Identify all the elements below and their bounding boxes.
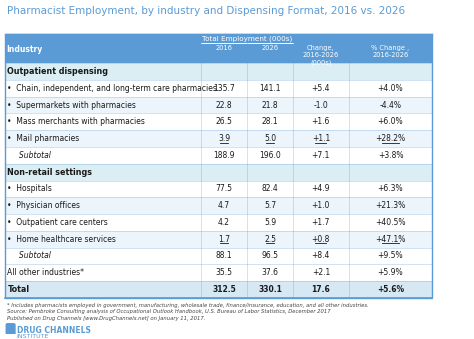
Text: •  Mail pharmacies: • Mail pharmacies <box>8 134 80 143</box>
Text: -1.0: -1.0 <box>313 101 328 109</box>
Text: +1.1: +1.1 <box>312 134 330 143</box>
Text: +47.1%: +47.1% <box>375 235 406 244</box>
Text: Source: Pembroke Consulting analysis of Occupational Outlook Handbook, U.S. Bure: Source: Pembroke Consulting analysis of … <box>8 309 331 314</box>
Text: 312.5: 312.5 <box>212 285 236 294</box>
Text: 330.1: 330.1 <box>258 285 282 294</box>
Text: +8.4: +8.4 <box>312 252 330 260</box>
Text: Change,
2016-2026
(000s): Change, 2016-2026 (000s) <box>303 45 339 66</box>
Text: 82.4: 82.4 <box>262 184 279 193</box>
Text: 21.8: 21.8 <box>262 101 278 109</box>
Text: 188.9: 188.9 <box>213 151 235 160</box>
Text: 135.7: 135.7 <box>213 84 235 93</box>
Text: 28.1: 28.1 <box>262 117 278 126</box>
Text: Subtotal: Subtotal <box>8 252 51 260</box>
Text: +4.9: +4.9 <box>311 184 330 193</box>
Text: +1.6: +1.6 <box>312 117 330 126</box>
Text: 141.1: 141.1 <box>259 84 281 93</box>
Text: •  Physician offices: • Physician offices <box>8 201 81 210</box>
Text: DRUG CHANNELS: DRUG CHANNELS <box>17 326 91 335</box>
Text: Pharmacist Employment, by industry and Dispensing Format, 2016 vs. 2026: Pharmacist Employment, by industry and D… <box>8 6 405 16</box>
Text: Total Employment (000s): Total Employment (000s) <box>202 36 292 42</box>
Text: 35.5: 35.5 <box>216 268 233 277</box>
FancyBboxPatch shape <box>5 80 432 97</box>
Text: 5.7: 5.7 <box>264 201 276 210</box>
Text: +9.5%: +9.5% <box>378 252 403 260</box>
Text: +6.3%: +6.3% <box>378 184 403 193</box>
Text: 5.9: 5.9 <box>264 218 276 227</box>
Text: +21.3%: +21.3% <box>375 201 406 210</box>
Text: +28.2%: +28.2% <box>375 134 406 143</box>
Text: •  Home healthcare services: • Home healthcare services <box>8 235 116 244</box>
Text: -4.4%: -4.4% <box>380 101 401 109</box>
FancyBboxPatch shape <box>5 130 432 147</box>
Text: % Change ,
2016-2026: % Change , 2016-2026 <box>372 45 410 58</box>
FancyBboxPatch shape <box>5 214 432 231</box>
Text: 22.8: 22.8 <box>216 101 232 109</box>
Text: +4.0%: +4.0% <box>378 84 403 93</box>
Text: +5.6%: +5.6% <box>377 285 404 294</box>
FancyBboxPatch shape <box>5 34 432 63</box>
Text: 37.6: 37.6 <box>262 268 279 277</box>
Text: 2016: 2016 <box>216 45 232 52</box>
Text: 196.0: 196.0 <box>259 151 281 160</box>
Text: INSTITUTE: INSTITUTE <box>17 334 49 339</box>
Text: 2026: 2026 <box>262 45 279 52</box>
Text: +7.1: +7.1 <box>312 151 330 160</box>
FancyBboxPatch shape <box>5 281 432 298</box>
Text: Outpatient dispensing: Outpatient dispensing <box>8 67 109 76</box>
Text: 77.5: 77.5 <box>216 184 233 193</box>
Text: Subtotal: Subtotal <box>8 151 51 160</box>
FancyBboxPatch shape <box>5 147 432 164</box>
FancyBboxPatch shape <box>5 114 432 130</box>
Text: •  Outpatient care centers: • Outpatient care centers <box>8 218 108 227</box>
Text: +5.9%: +5.9% <box>378 268 403 277</box>
FancyBboxPatch shape <box>5 164 432 180</box>
FancyBboxPatch shape <box>5 264 432 281</box>
FancyBboxPatch shape <box>5 97 432 114</box>
FancyBboxPatch shape <box>5 63 432 80</box>
Text: +2.1: +2.1 <box>312 268 330 277</box>
Text: Industry: Industry <box>7 45 43 54</box>
FancyBboxPatch shape <box>6 323 16 339</box>
FancyBboxPatch shape <box>5 197 432 214</box>
Text: Total: Total <box>8 285 29 294</box>
Text: 4.2: 4.2 <box>218 218 230 227</box>
Text: 96.5: 96.5 <box>262 252 279 260</box>
Text: Non-retail settings: Non-retail settings <box>8 167 92 177</box>
Text: •  Supermarkets with pharmacies: • Supermarkets with pharmacies <box>8 101 136 109</box>
Text: •  Mass merchants with pharmacies: • Mass merchants with pharmacies <box>8 117 145 126</box>
Text: 88.1: 88.1 <box>216 252 232 260</box>
FancyBboxPatch shape <box>5 247 432 264</box>
Text: +6.0%: +6.0% <box>378 117 403 126</box>
Text: * Includes pharmacists employed in government, manufacturing, wholesale trade, f: * Includes pharmacists employed in gover… <box>8 303 369 308</box>
FancyBboxPatch shape <box>5 180 432 197</box>
Text: 17.6: 17.6 <box>311 285 330 294</box>
Text: +1.0: +1.0 <box>312 201 330 210</box>
Text: Published on Drug Channels [www.DrugChannels.net] on January 11, 2017.: Published on Drug Channels [www.DrugChan… <box>8 316 206 321</box>
Text: +5.4: +5.4 <box>311 84 330 93</box>
Text: 26.5: 26.5 <box>216 117 232 126</box>
Text: 3.9: 3.9 <box>218 134 230 143</box>
Text: •  Hospitals: • Hospitals <box>8 184 52 193</box>
Text: 4.7: 4.7 <box>218 201 230 210</box>
Text: +3.8%: +3.8% <box>378 151 403 160</box>
FancyBboxPatch shape <box>5 231 432 247</box>
Text: 1.7: 1.7 <box>218 235 230 244</box>
Text: +1.7: +1.7 <box>312 218 330 227</box>
Text: +40.5%: +40.5% <box>375 218 406 227</box>
Text: 5.0: 5.0 <box>264 134 276 143</box>
Text: •  Chain, independent, and long-term care pharmacies: • Chain, independent, and long-term care… <box>8 84 217 93</box>
Text: 2.5: 2.5 <box>264 235 276 244</box>
Text: +0.8: +0.8 <box>312 235 330 244</box>
Text: All other industries*: All other industries* <box>8 268 84 277</box>
